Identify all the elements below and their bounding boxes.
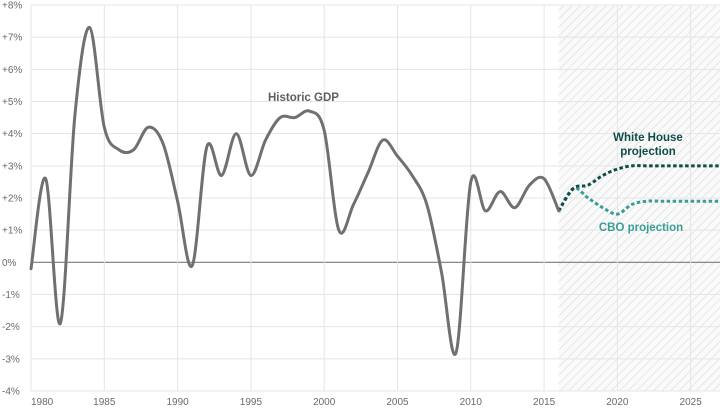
y-tick-label: -1% bbox=[2, 290, 20, 301]
data-point bbox=[572, 187, 574, 189]
x-tick-label: 1990 bbox=[166, 397, 189, 408]
data-point bbox=[220, 174, 222, 176]
cbo-projection-label: CBO projection bbox=[599, 222, 683, 234]
x-tick-label: 1980 bbox=[31, 397, 54, 408]
y-tick-label: +2% bbox=[2, 194, 22, 205]
data-point bbox=[602, 206, 604, 208]
data-point bbox=[499, 190, 501, 192]
data-point bbox=[646, 200, 648, 202]
data-point bbox=[250, 174, 252, 176]
data-point bbox=[396, 155, 398, 157]
y-tick-label: +4% bbox=[2, 129, 22, 140]
data-point bbox=[660, 200, 662, 202]
data-point bbox=[704, 200, 706, 202]
data-point bbox=[118, 149, 120, 151]
cbo-projection-line bbox=[557, 186, 720, 216]
data-point bbox=[528, 184, 530, 186]
white-house-projection-line bbox=[557, 164, 720, 212]
data-point bbox=[294, 116, 296, 118]
x-tick-label: 2010 bbox=[460, 397, 483, 408]
historic-gdp-label: Historic GDP bbox=[268, 92, 339, 104]
y-tick-label: +8% bbox=[2, 1, 22, 12]
x-tick-label: 2025 bbox=[680, 397, 703, 408]
data-point bbox=[338, 229, 340, 231]
data-point bbox=[132, 149, 134, 151]
white-house-label-line2: projection bbox=[620, 146, 676, 158]
x-tick-label: 2000 bbox=[313, 397, 336, 408]
data-point bbox=[44, 178, 46, 180]
data-point bbox=[88, 26, 90, 28]
data-point bbox=[455, 351, 457, 353]
x-tick-label: 2005 bbox=[386, 397, 409, 408]
data-point bbox=[646, 165, 648, 167]
data-point bbox=[30, 268, 32, 270]
data-point bbox=[440, 271, 442, 273]
data-point bbox=[264, 139, 266, 141]
y-tick-label: +1% bbox=[2, 226, 22, 237]
data-point bbox=[323, 129, 325, 131]
data-point bbox=[689, 200, 691, 202]
data-point bbox=[352, 203, 354, 205]
y-tick-label: -3% bbox=[2, 354, 20, 365]
y-tick-label: +7% bbox=[2, 33, 22, 44]
y-tick-label: -4% bbox=[2, 387, 20, 398]
y-tick-label: +5% bbox=[2, 97, 22, 108]
data-point bbox=[147, 126, 149, 128]
x-tick-label: 1985 bbox=[93, 397, 116, 408]
data-point bbox=[602, 174, 604, 176]
data-point bbox=[162, 142, 164, 144]
x-tick-label: 2015 bbox=[533, 397, 556, 408]
data-point bbox=[176, 200, 178, 202]
y-tick-label: +6% bbox=[2, 65, 22, 76]
x-tick-label: 2020 bbox=[606, 397, 629, 408]
y-tick-label: +3% bbox=[2, 161, 22, 172]
data-point bbox=[704, 165, 706, 167]
data-point bbox=[660, 165, 662, 167]
data-point bbox=[367, 171, 369, 173]
data-point bbox=[631, 165, 633, 167]
data-point bbox=[59, 322, 61, 324]
data-point bbox=[587, 184, 589, 186]
y-tick-label: -2% bbox=[2, 322, 20, 333]
data-point bbox=[675, 200, 677, 202]
data-point bbox=[587, 197, 589, 199]
data-point bbox=[235, 132, 237, 134]
data-point bbox=[616, 168, 618, 170]
x-tick-label: 1995 bbox=[240, 397, 263, 408]
data-point bbox=[689, 165, 691, 167]
white-house-label-line1: White House bbox=[613, 132, 683, 144]
data-point bbox=[543, 178, 545, 180]
data-point bbox=[426, 203, 428, 205]
historic-gdp-line bbox=[29, 26, 561, 356]
data-point bbox=[631, 203, 633, 205]
y-tick-label: 0% bbox=[2, 258, 17, 269]
data-point bbox=[206, 145, 208, 147]
data-point bbox=[558, 210, 560, 212]
data-point bbox=[616, 213, 618, 215]
data-point bbox=[74, 113, 76, 115]
data-point bbox=[411, 174, 413, 176]
data-point bbox=[308, 110, 310, 112]
data-point bbox=[279, 116, 281, 118]
data-point bbox=[103, 126, 105, 128]
data-point bbox=[514, 206, 516, 208]
data-point bbox=[191, 264, 193, 266]
data-point bbox=[675, 165, 677, 167]
data-point bbox=[382, 139, 384, 141]
data-point bbox=[484, 210, 486, 212]
data-point bbox=[470, 181, 472, 183]
